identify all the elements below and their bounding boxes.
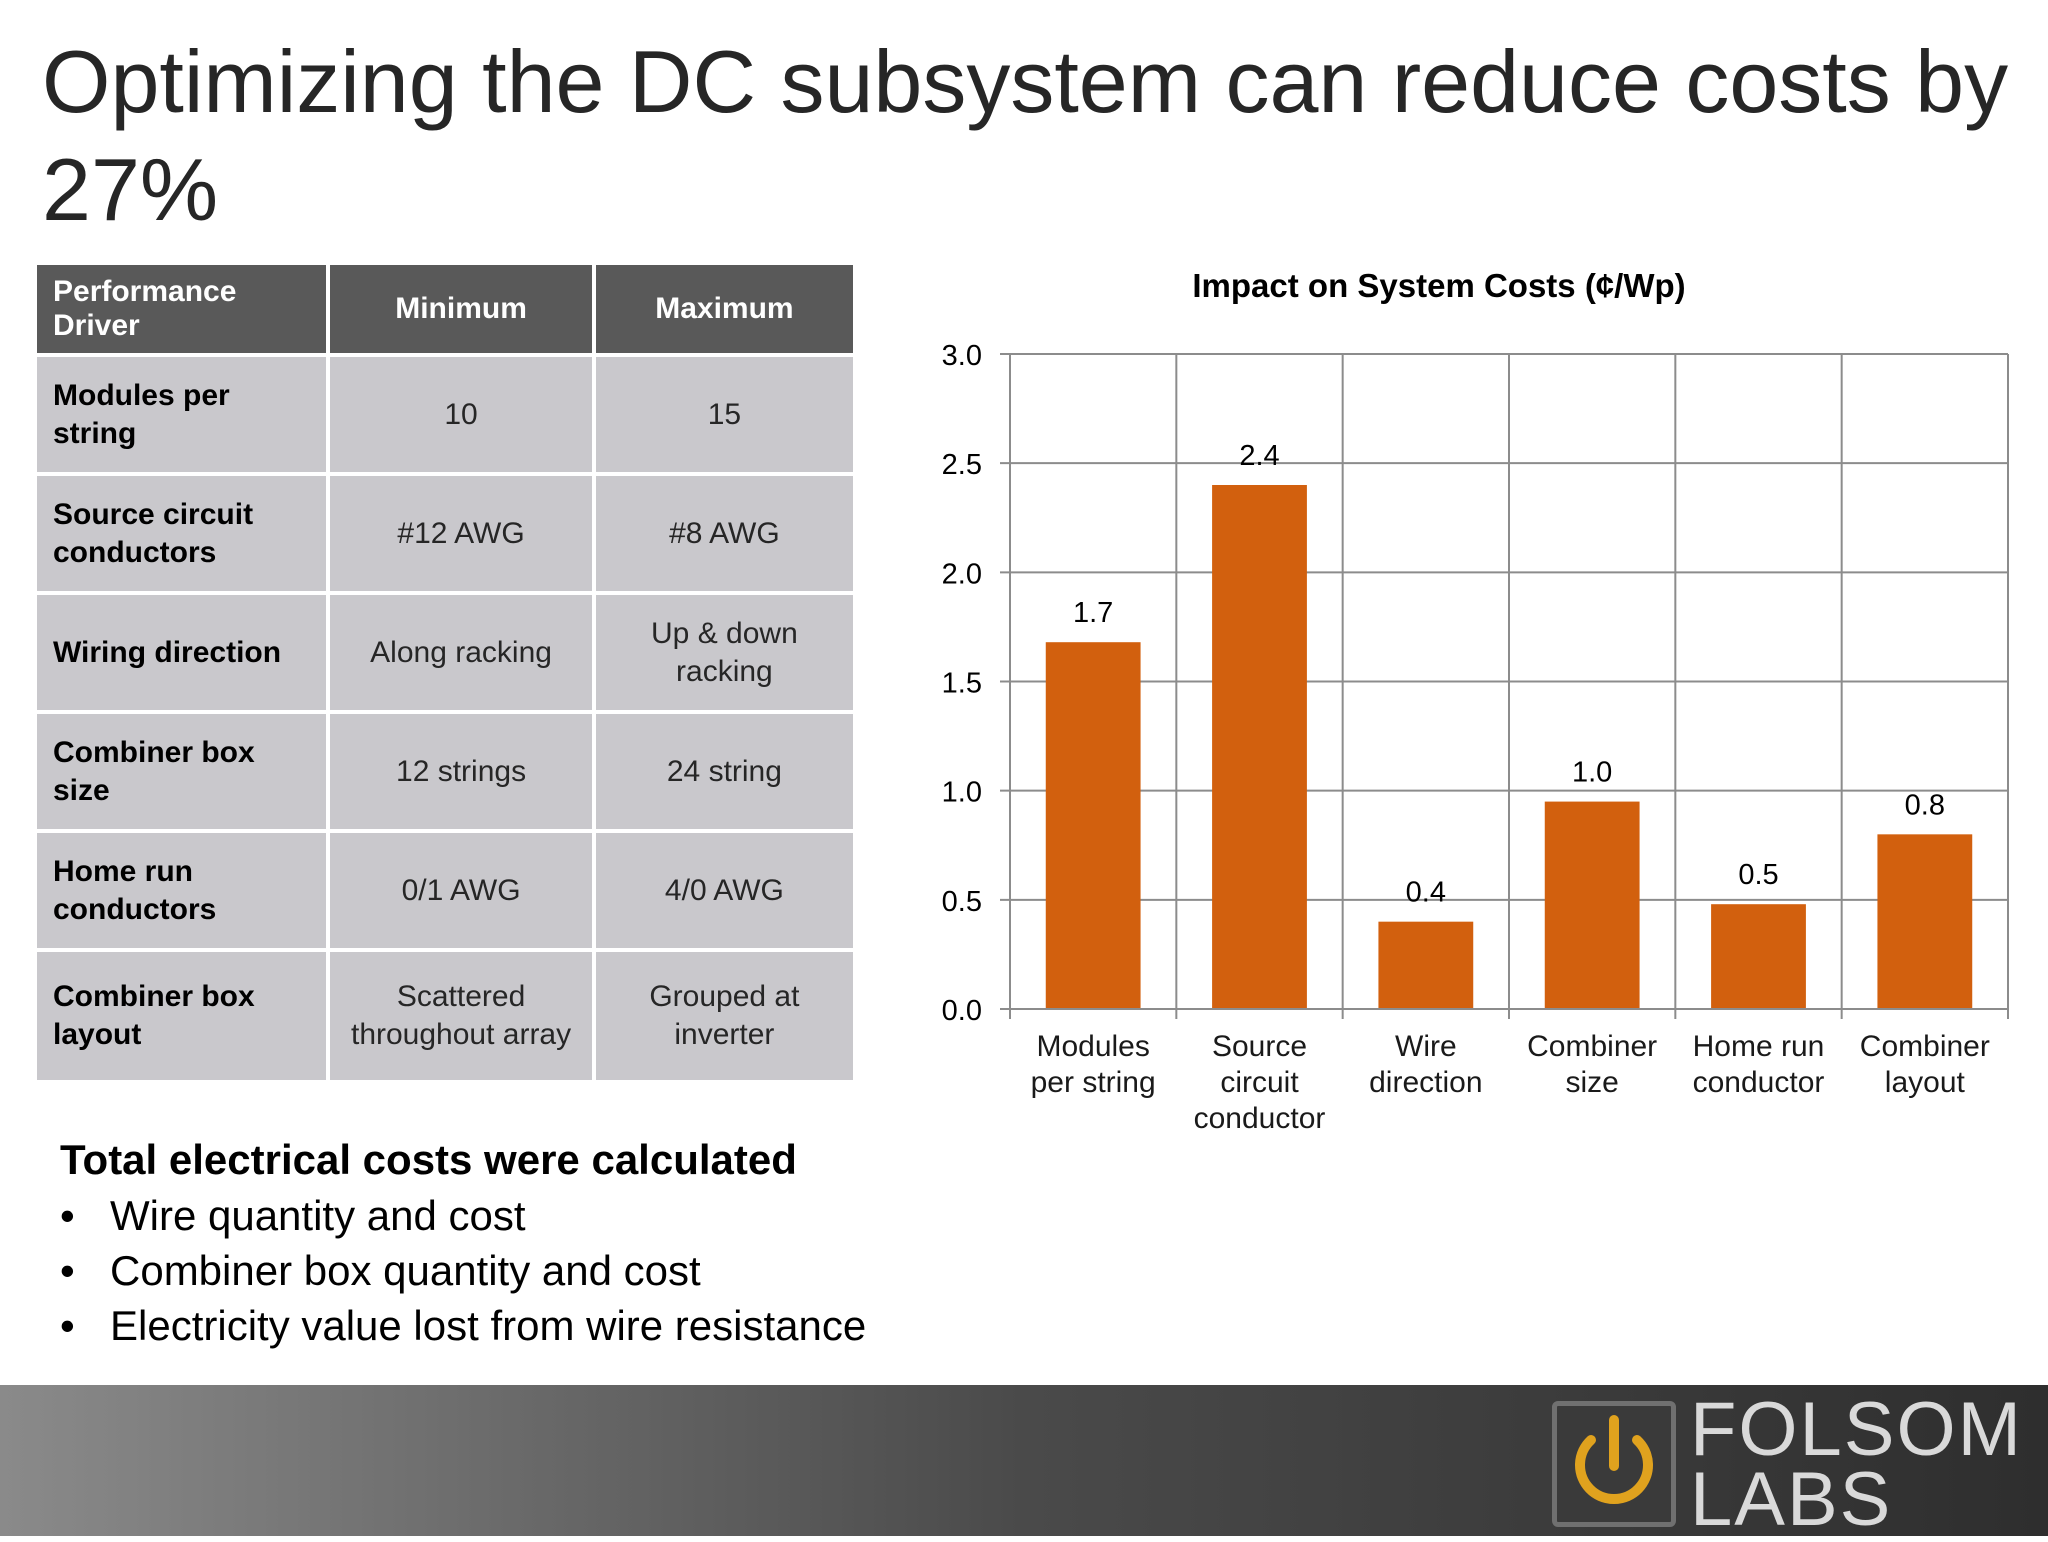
y-tick-label: 1.0 <box>942 777 982 809</box>
table-row: Home run conductors 0/1 AWG 4/0 AWG <box>37 833 853 948</box>
category-label: Source circuit conductor <box>1194 1030 1326 1135</box>
category-label: Combiner size <box>1527 1030 1657 1099</box>
maximum-cell: #8 AWG <box>595 476 853 591</box>
bar <box>1045 642 1141 1009</box>
category-label-line: circuit <box>1220 1066 1299 1099</box>
list-item: • Combiner box quantity and cost <box>60 1243 1060 1298</box>
list-item-text: Combiner box quantity and cost <box>110 1247 701 1294</box>
category-label-line: direction <box>1369 1066 1482 1099</box>
data-label: 0.8 <box>1905 789 1945 821</box>
data-label: 0.4 <box>1406 877 1446 909</box>
bullet: • <box>60 1302 75 1349</box>
category-label-line: conductor <box>1693 1066 1825 1099</box>
category-label-line: layout <box>1885 1066 1966 1099</box>
power-icon <box>1575 1415 1653 1505</box>
bar <box>1544 801 1640 1009</box>
y-tick-label: 0.5 <box>942 886 982 918</box>
notes-heading: Total electrical costs were calculated <box>60 1136 797 1183</box>
bar <box>1711 904 1806 1009</box>
bar <box>1877 834 1973 1009</box>
category-label-line: Home run <box>1693 1030 1825 1063</box>
maximum-cell: 15 <box>595 357 853 472</box>
category-label: Home run conductor <box>1693 1030 1825 1099</box>
category-label-line: per string <box>1031 1066 1156 1099</box>
category-label-line: Modules <box>1036 1030 1149 1063</box>
logo-line-1: FOLSOM <box>1690 1387 2023 1472</box>
y-tick-label: 3.0 <box>942 340 982 372</box>
list-item: • Wire quantity and cost <box>60 1188 1060 1243</box>
driver-cell: Wiring direction <box>37 595 327 710</box>
driver-cell: Combiner box size <box>37 714 327 829</box>
y-tick-label: 2.5 <box>942 449 982 481</box>
bullet: • <box>60 1247 75 1294</box>
data-label: 0.5 <box>1738 859 1778 891</box>
category-label: Combiner layout <box>1860 1030 1990 1099</box>
category-label: Modules per string <box>1031 1030 1156 1099</box>
table-row: Wiring direction Along racking Up & down… <box>37 595 853 710</box>
category-label-line: Combiner <box>1527 1030 1657 1063</box>
performance-driver-table: Performance Driver Minimum Maximum Modul… <box>33 261 857 1084</box>
table-row: Source circuit conductors #12 AWG #8 AWG <box>37 476 853 591</box>
table-row: Combiner box layout Scattered throughout… <box>37 952 853 1080</box>
data-label: 1.7 <box>1073 597 1113 629</box>
logo-frame <box>1552 1401 1676 1527</box>
minimum-cell: Scattered throughout array <box>330 952 592 1080</box>
minimum-cell: #12 AWG <box>330 476 592 591</box>
driver-cell: Modules per string <box>37 357 327 472</box>
maximum-cell: 4/0 AWG <box>595 833 853 948</box>
minimum-cell: 12 strings <box>330 714 592 829</box>
maximum-cell: 24 string <box>595 714 853 829</box>
list-item-text: Wire quantity and cost <box>110 1192 526 1239</box>
notes-section: Total electrical costs were calculated •… <box>60 1132 1060 1353</box>
header-maximum: Maximum <box>595 265 853 353</box>
maximum-cell: Grouped at inverter <box>595 952 853 1080</box>
table-row: Modules per string 10 15 <box>37 357 853 472</box>
minimum-cell: 10 <box>330 357 592 472</box>
category-label-line: Combiner <box>1860 1030 1990 1063</box>
list-item-text: Electricity value lost from wire resista… <box>110 1302 867 1349</box>
data-label: 2.4 <box>1239 440 1279 472</box>
driver-cell: Home run conductors <box>37 833 327 948</box>
driver-cell: Combiner box layout <box>37 952 327 1080</box>
logo-line-2: LABS <box>1690 1457 1893 1542</box>
notes-list: • Wire quantity and cost • Combiner box qu… <box>60 1188 1060 1353</box>
bullet: • <box>60 1192 75 1239</box>
category-label-line: size <box>1565 1066 1618 1099</box>
bar <box>1212 485 1307 1009</box>
header-performance-driver: Performance Driver <box>37 265 327 353</box>
slide-title: Optimizing the DC subsystem can reduce c… <box>42 32 2009 239</box>
folsom-labs-logo: FOLSOM LABS <box>1548 1387 2038 1542</box>
header-minimum: Minimum <box>330 265 592 353</box>
list-item: • Electricity value lost from wire resist… <box>60 1298 1060 1353</box>
y-tick-label: 2.0 <box>942 558 982 590</box>
chart-title: Impact on System Costs (¢/Wp) <box>1192 267 1685 304</box>
category-label: Wire direction <box>1369 1030 1482 1099</box>
driver-cell: Source circuit conductors <box>37 476 327 591</box>
data-label: 1.0 <box>1572 757 1612 789</box>
table-header-row: Performance Driver Minimum Maximum <box>37 265 853 353</box>
category-label-line: conductor <box>1194 1102 1326 1135</box>
y-tick-label: 1.5 <box>942 668 982 700</box>
minimum-cell: Along racking <box>330 595 592 710</box>
logo-wordmark: FOLSOM LABS <box>1690 1387 2023 1542</box>
impact-bar-chart: Impact on System Costs (¢/Wp) 0.0 0.5 1.0 1.… <box>942 267 2009 1135</box>
maximum-cell: Up & down racking <box>595 595 853 710</box>
category-label-line: Wire <box>1395 1030 1457 1063</box>
table-row: Combiner box size 12 strings 24 string <box>37 714 853 829</box>
minimum-cell: 0/1 AWG <box>330 833 592 948</box>
category-label-line: Source <box>1212 1030 1307 1063</box>
footer-bar <box>0 1385 2048 1536</box>
y-tick-label: 0.0 <box>942 995 982 1027</box>
bar <box>1378 921 1474 1009</box>
